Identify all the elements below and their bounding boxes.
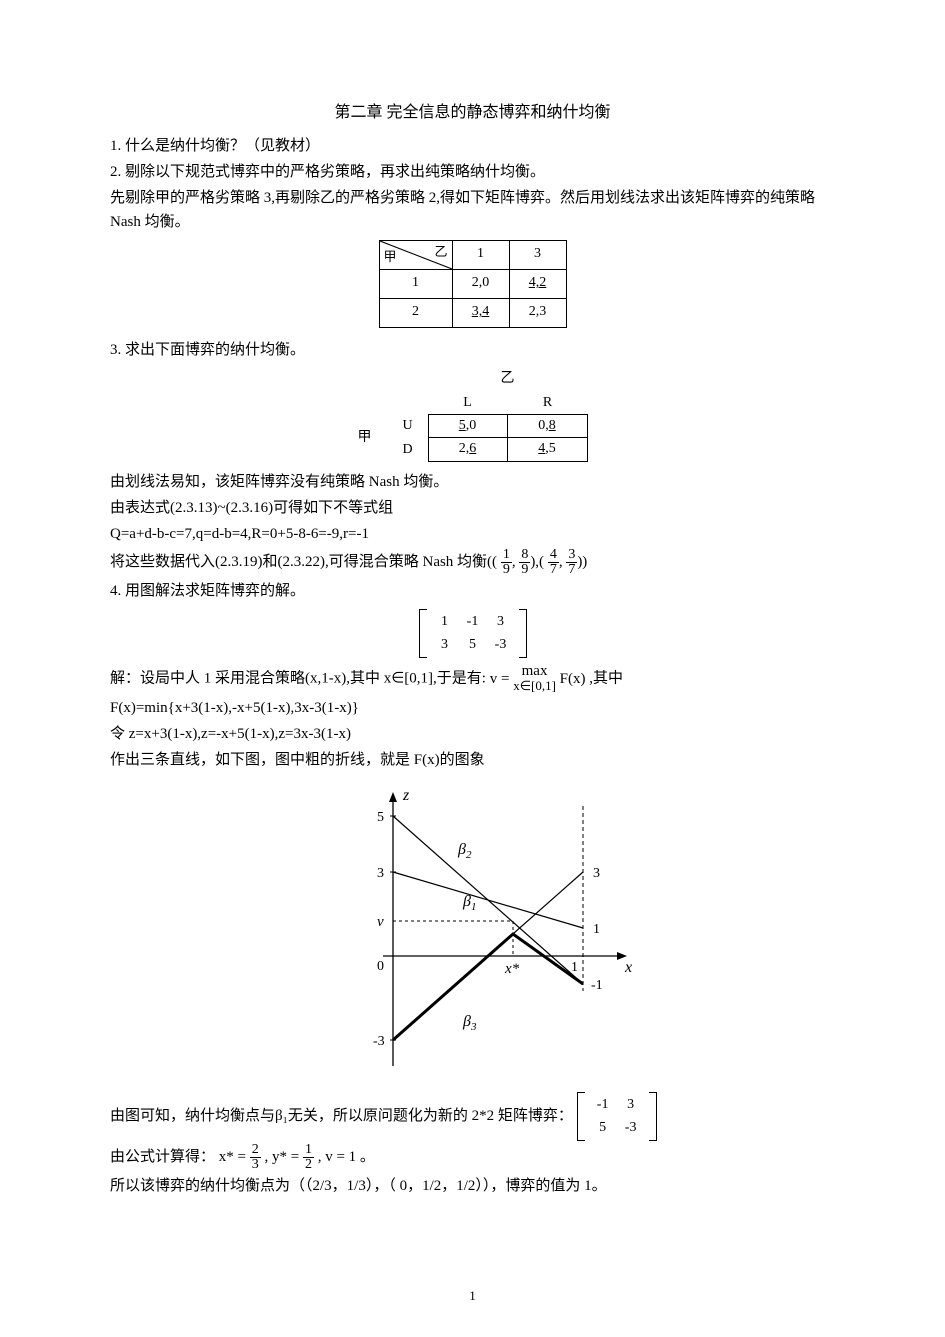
col-player-label: 乙	[434, 242, 447, 263]
para: 所以该博弈的纳什均衡点为（（2/3，1/3），（ 0，1/2，1/2）），博弈的…	[110, 1174, 835, 1198]
row-header: 1	[379, 269, 452, 298]
row-player-label: 甲	[358, 414, 388, 462]
equation: v = max x∈[0,1] F(x)	[490, 671, 590, 687]
x-star-label: x*	[504, 961, 520, 977]
payoff-cell: 2,0	[452, 269, 509, 298]
col-header: 3	[509, 240, 566, 269]
para: 令 z=x+3(1-x),z=-x+5(1-x),z=3x-3(1-x)	[110, 722, 835, 746]
col-player-label: 乙	[431, 368, 515, 390]
fraction: 47	[548, 548, 559, 577]
document-page: 第二章 完全信息的静态博弈和纳什均衡 1. 什么是纳什均衡？（见教材） 2. 剔…	[0, 0, 945, 1337]
col-header: L	[428, 392, 508, 414]
tick-label: 3	[593, 866, 600, 881]
fraction: 12	[303, 1143, 314, 1172]
matrix-small: -1 3 5 -3	[577, 1092, 657, 1141]
question-2-explain: 先剔除甲的严格劣策略 3,再剔除乙的严格劣策略 2,得如下矩阵博弈。然后用划线法…	[110, 186, 835, 234]
row-header: 2	[379, 298, 452, 327]
line-beta1	[393, 872, 583, 928]
tick-label: 5	[377, 810, 384, 825]
payoff-cell: 4,5	[508, 438, 588, 462]
tick-label: -3	[373, 1034, 385, 1049]
page-number: 1	[0, 1286, 945, 1307]
tick-label: 1	[593, 922, 600, 937]
question-4: 4. 用图解法求矩阵博弈的解。	[110, 579, 835, 603]
fraction: 19	[501, 548, 512, 577]
question-2: 2. 剔除以下规范式博弈中的严格劣策略，再求出纯策略纳什均衡。	[110, 160, 835, 184]
para: 由表达式(2.3.13)~(2.3.16)可得如下不等式组	[110, 496, 835, 520]
z-axis-label: z	[402, 787, 410, 804]
graph-svg: z x 5 3 v 0 -3 3 1 -1 x* 1	[303, 776, 643, 1076]
payoff-cell: 0,8	[508, 414, 588, 438]
para: 由公式计算得： x* = 23 , y* = 12 , v = 1 。	[110, 1143, 835, 1172]
bold-fx-line	[393, 934, 583, 1040]
fraction: 23	[250, 1143, 261, 1172]
fraction: 37	[566, 548, 577, 577]
tick-label: 3	[377, 866, 384, 881]
payoff-cell: 5,0	[428, 414, 508, 438]
payoff-cell: 4,2	[509, 269, 566, 298]
row-header: D	[388, 439, 428, 461]
beta-label: β2	[457, 841, 472, 861]
row-header: U	[388, 415, 428, 437]
line-graph: z x 5 3 v 0 -3 3 1 -1 x* 1	[110, 776, 835, 1084]
question-1: 1. 什么是纳什均衡？（见教材）	[110, 134, 835, 158]
equation-line: F(x)=min{x+3(1-x),-x+5(1-x),3x-3(1-x)}	[110, 696, 835, 720]
para: 由图可知，纳什均衡点与β₁无关，所以原问题化为新的 2*2 矩阵博弈： -1 3…	[110, 1092, 835, 1141]
x-axis-label: x	[624, 959, 632, 976]
para: 作出三条直线，如下图，图中粗的折线，就是 F(x)的图象	[110, 748, 835, 772]
para: 解：设局中人 1 采用混合策略(x,1-x),其中 x∈[0,1],于是有: v…	[110, 664, 835, 694]
payoff-table-1: 乙 甲 1 3 1 2,0 4,2 2 3,4 2,3	[379, 240, 567, 328]
tick-label: v	[377, 914, 384, 930]
beta-label: β3	[462, 1013, 477, 1033]
row-player-label: 甲	[384, 247, 397, 268]
col-header: R	[508, 392, 588, 414]
payoff-table-2: 乙 L R 甲 U 5,0 0,8 D 2,6 4,5	[110, 368, 835, 463]
payoff-cell: 3,4	[452, 298, 509, 327]
chapter-title: 第二章 完全信息的静态博弈和纳什均衡	[110, 100, 835, 126]
tick-label: 1	[571, 960, 578, 975]
payoff-cell: 2,6	[428, 438, 508, 462]
para: 由划线法易知，该矩阵博弈没有纯策略 Nash 均衡。	[110, 470, 835, 494]
tick-label: 0	[377, 959, 384, 974]
matrix-display: 1 -1 3 3 5 -3	[110, 609, 835, 658]
fraction: 89	[519, 548, 530, 577]
diag-header-cell: 乙 甲	[379, 240, 452, 269]
question-3: 3. 求出下面博弈的纳什均衡。	[110, 338, 835, 362]
tick-label: -1	[591, 978, 603, 993]
payoff-cell: 2,3	[509, 298, 566, 327]
para: 将这些数据代入(2.3.19)和(2.3.22),可得混合策略 Nash 均衡(…	[110, 548, 835, 577]
col-header: 1	[452, 240, 509, 269]
equation-line: Q=a+d-b-c=7,q=d-b=4,R=0+5-8-6=-9,r=-1	[110, 522, 835, 546]
